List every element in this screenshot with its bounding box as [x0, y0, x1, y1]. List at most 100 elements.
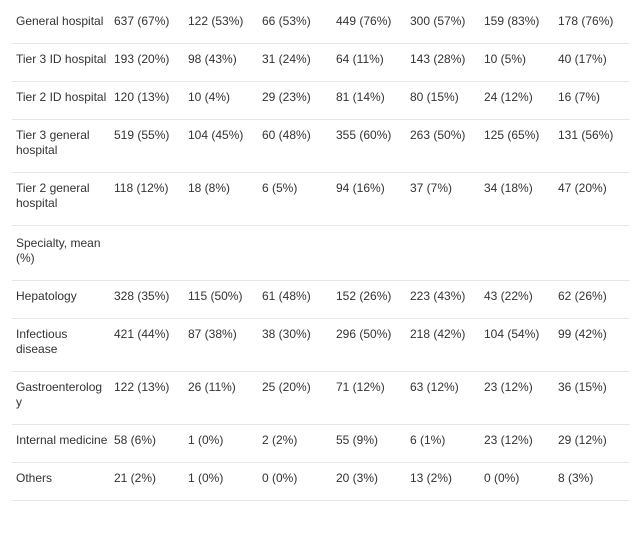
cell-value	[112, 226, 186, 281]
table-row: Tier 2 ID hospital120 (13%)10 (4%)29 (23…	[12, 82, 630, 120]
cell-value: 71 (12%)	[334, 372, 408, 425]
cell-value	[482, 226, 556, 281]
table-row: Infectious disease421 (44%)87 (38%)38 (3…	[12, 319, 630, 372]
cell-value: 13 (2%)	[408, 463, 482, 501]
cell-value: 10 (5%)	[482, 44, 556, 82]
cell-value: 8 (3%)	[556, 463, 630, 501]
cell-value: 81 (14%)	[334, 82, 408, 120]
cell-value: 328 (35%)	[112, 281, 186, 319]
cell-value: 223 (43%)	[408, 281, 482, 319]
cell-value: 0 (0%)	[482, 463, 556, 501]
cell-value: 104 (45%)	[186, 120, 260, 173]
table-row: General hospital637 (67%)122 (53%)66 (53…	[12, 6, 630, 44]
cell-value	[556, 226, 630, 281]
cell-value: 36 (15%)	[556, 372, 630, 425]
cell-value: 98 (43%)	[186, 44, 260, 82]
cell-value: 193 (20%)	[112, 44, 186, 82]
cell-value: 20 (3%)	[334, 463, 408, 501]
cell-value: 18 (8%)	[186, 173, 260, 226]
cell-value: 80 (15%)	[408, 82, 482, 120]
table-row: Others21 (2%)1 (0%)0 (0%)20 (3%)13 (2%)0…	[12, 463, 630, 501]
table-row: Tier 3 ID hospital193 (20%)98 (43%)31 (2…	[12, 44, 630, 82]
cell-value: 29 (23%)	[260, 82, 334, 120]
cell-value: 2 (2%)	[260, 425, 334, 463]
cell-value: 115 (50%)	[186, 281, 260, 319]
cell-value: 152 (26%)	[334, 281, 408, 319]
cell-value: 143 (28%)	[408, 44, 482, 82]
cell-value: 21 (2%)	[112, 463, 186, 501]
row-label: Tier 2 ID hospital	[12, 82, 112, 120]
cell-value: 300 (57%)	[408, 6, 482, 44]
cell-value: 99 (42%)	[556, 319, 630, 372]
cell-value: 218 (42%)	[408, 319, 482, 372]
cell-value: 10 (4%)	[186, 82, 260, 120]
cell-value: 58 (6%)	[112, 425, 186, 463]
cell-value: 122 (13%)	[112, 372, 186, 425]
cell-value: 37 (7%)	[408, 173, 482, 226]
cell-value: 122 (53%)	[186, 6, 260, 44]
table-row: Tier 2 general hospital118 (12%)18 (8%)6…	[12, 173, 630, 226]
cell-value: 296 (50%)	[334, 319, 408, 372]
row-label: Internal medicine	[12, 425, 112, 463]
cell-value	[334, 226, 408, 281]
cell-value: 23 (12%)	[482, 372, 556, 425]
cell-value: 64 (11%)	[334, 44, 408, 82]
cell-value: 125 (65%)	[482, 120, 556, 173]
table-row: Internal medicine58 (6%)1 (0%)2 (2%)55 (…	[12, 425, 630, 463]
cell-value: 60 (48%)	[260, 120, 334, 173]
cell-value: 1 (0%)	[186, 463, 260, 501]
cell-value: 16 (7%)	[556, 82, 630, 120]
cell-value: 29 (12%)	[556, 425, 630, 463]
cell-value: 131 (56%)	[556, 120, 630, 173]
cell-value: 263 (50%)	[408, 120, 482, 173]
cell-value: 31 (24%)	[260, 44, 334, 82]
table-row: Tier 3 general hospital519 (55%)104 (45%…	[12, 120, 630, 173]
row-label: Gastroenterology	[12, 372, 112, 425]
cell-value: 38 (30%)	[260, 319, 334, 372]
cell-value: 62 (26%)	[556, 281, 630, 319]
cell-value: 6 (1%)	[408, 425, 482, 463]
cell-value: 34 (18%)	[482, 173, 556, 226]
cell-value: 47 (20%)	[556, 173, 630, 226]
cell-value: 94 (16%)	[334, 173, 408, 226]
table-row: Hepatology328 (35%)115 (50%)61 (48%)152 …	[12, 281, 630, 319]
cell-value: 87 (38%)	[186, 319, 260, 372]
cell-value: 25 (20%)	[260, 372, 334, 425]
row-label: Infectious disease	[12, 319, 112, 372]
cell-value: 24 (12%)	[482, 82, 556, 120]
row-label: Tier 3 general hospital	[12, 120, 112, 173]
cell-value: 118 (12%)	[112, 173, 186, 226]
row-label: Tier 2 general hospital	[12, 173, 112, 226]
row-label: Hepatology	[12, 281, 112, 319]
cell-value: 1 (0%)	[186, 425, 260, 463]
cell-value: 63 (12%)	[408, 372, 482, 425]
cell-value: 421 (44%)	[112, 319, 186, 372]
cell-value	[408, 226, 482, 281]
cell-value: 159 (83%)	[482, 6, 556, 44]
table-row: Gastroenterology122 (13%)26 (11%)25 (20%…	[12, 372, 630, 425]
row-label: General hospital	[12, 6, 112, 44]
cell-value	[186, 226, 260, 281]
row-label: Tier 3 ID hospital	[12, 44, 112, 82]
cell-value: 120 (13%)	[112, 82, 186, 120]
cell-value: 355 (60%)	[334, 120, 408, 173]
cell-value: 178 (76%)	[556, 6, 630, 44]
cell-value: 61 (48%)	[260, 281, 334, 319]
row-label: Specialty, mean (%)	[12, 226, 112, 281]
cell-value: 6 (5%)	[260, 173, 334, 226]
cell-value: 40 (17%)	[556, 44, 630, 82]
cell-value: 449 (76%)	[334, 6, 408, 44]
cell-value: 23 (12%)	[482, 425, 556, 463]
page: General hospital637 (67%)122 (53%)66 (53…	[0, 0, 640, 553]
section-header-row: Specialty, mean (%)	[12, 226, 630, 281]
cell-value: 43 (22%)	[482, 281, 556, 319]
data-table: General hospital637 (67%)122 (53%)66 (53…	[12, 6, 630, 501]
cell-value: 66 (53%)	[260, 6, 334, 44]
cell-value	[260, 226, 334, 281]
cell-value: 55 (9%)	[334, 425, 408, 463]
cell-value: 26 (11%)	[186, 372, 260, 425]
cell-value: 519 (55%)	[112, 120, 186, 173]
cell-value: 637 (67%)	[112, 6, 186, 44]
cell-value: 0 (0%)	[260, 463, 334, 501]
row-label: Others	[12, 463, 112, 501]
